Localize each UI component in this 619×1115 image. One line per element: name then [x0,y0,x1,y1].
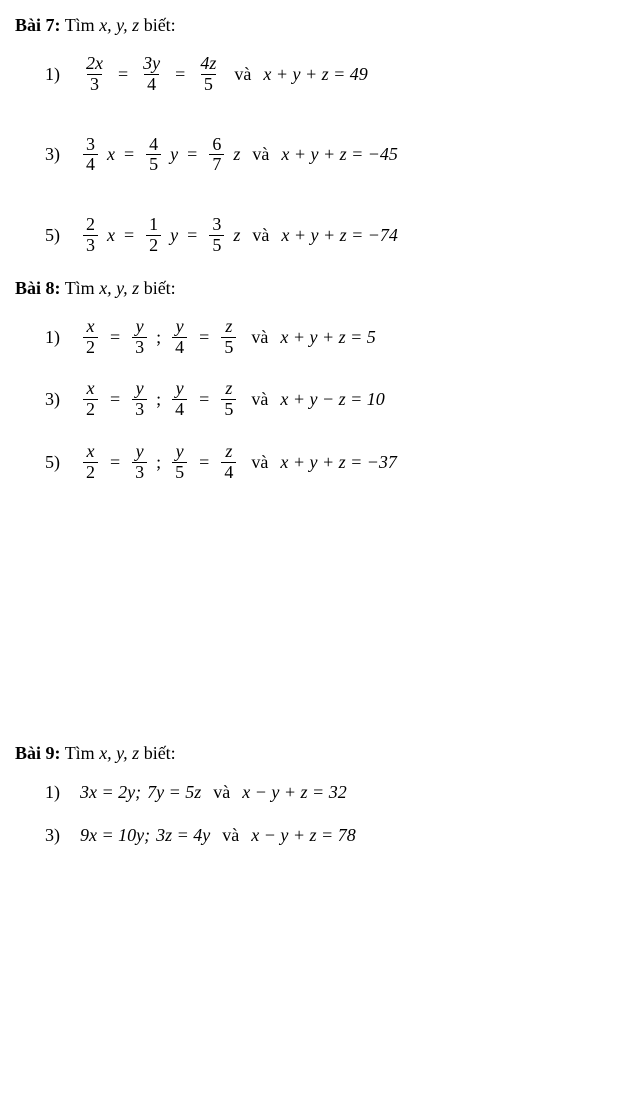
equals: = [199,389,209,410]
equals: = [124,144,134,165]
fraction: 34 [83,135,98,176]
equation: 9x = 10y; [80,825,150,846]
problem-8-1: 1) x2 = y3; y4 = z5 và x + y + z = 5 [45,317,604,358]
math-content: x2 = y3; y4 = z5 và x + y + z = 5 [80,317,376,358]
semicolon: ; [156,327,161,348]
equals: = [110,389,120,410]
fraction: 45 [146,135,161,176]
text-va: và [213,782,230,803]
equals: = [187,144,197,165]
problem-number: 3) [45,144,80,165]
fraction: y4 [172,317,187,358]
problem-number: 1) [45,327,80,348]
fraction: 3y4 [140,54,163,95]
equals: = [110,452,120,473]
text-va: và [252,144,269,165]
title-end: biết: [139,15,176,35]
problem-8-5: 5) x2 = y3; y5 = z4 và x + y + z = −37 [45,442,604,483]
equation: x + y + z = −74 [281,225,398,246]
equation: 3z = 4y [156,825,210,846]
fraction: 4z5 [197,54,219,95]
text-va: và [222,825,239,846]
fraction: 23 [83,215,98,256]
fraction: z5 [221,317,236,358]
problem-number: 1) [45,782,80,803]
title-rest: Tìm [61,743,100,763]
math-content: x2 = y3; y4 = z5 và x + y − z = 10 [80,379,385,420]
problem-9-3: 3) 9x = 10y; 3z = 4y và x − y + z = 78 [45,825,604,846]
equals: = [110,327,120,348]
problem-number: 3) [45,825,80,846]
problem-7-3: 3) 34x = 45y = 67z và x + y + z = −45 [45,135,604,176]
semicolon: ; [156,452,161,473]
text-va: và [252,225,269,246]
fraction: z4 [221,442,236,483]
text-va: và [251,452,268,473]
title-vars: x, y, z [99,15,139,35]
fraction: y3 [132,379,147,420]
fraction: y3 [132,317,147,358]
title-end: biết: [139,743,176,763]
problem-8-3: 3) x2 = y3; y4 = z5 và x + y − z = 10 [45,379,604,420]
equation: x + y + z = −37 [280,452,397,473]
math-content: 3x = 2y; 7y = 5z và x − y + z = 32 [80,782,347,803]
exercise-9-title: Bài 9: Tìm x, y, z biết: [15,743,604,764]
title-rest: Tìm [61,15,100,35]
title-bold: Bài 9: [15,743,61,763]
equals: = [199,452,209,473]
title-vars: x, y, z [99,743,139,763]
semicolon: ; [156,389,161,410]
fraction: y4 [172,379,187,420]
problem-number: 5) [45,225,80,246]
math-content: x2 = y3; y5 = z4 và x + y + z = −37 [80,442,397,483]
text-va: và [251,389,268,410]
problem-number: 3) [45,389,80,410]
title-vars: x, y, z [99,278,139,298]
equation: x + y − z = 10 [280,389,384,410]
fraction: z5 [221,379,236,420]
title-end: biết: [139,278,176,298]
problem-number: 5) [45,452,80,473]
equals: = [118,64,128,85]
equation: 3x = 2y; [80,782,141,803]
equals: = [124,225,134,246]
equals: = [175,64,185,85]
problem-9-1: 1) 3x = 2y; 7y = 5z và x − y + z = 32 [45,782,604,803]
math-content: 34x = 45y = 67z và x + y + z = −45 [80,135,398,176]
fraction: y5 [172,442,187,483]
fraction: 12 [146,215,161,256]
fraction: y3 [132,442,147,483]
title-rest: Tìm [61,278,100,298]
math-content: 2x3 = 3y4 = 4z5 và x + y + z = 49 [80,54,368,95]
exercise-8-title: Bài 8: Tìm x, y, z biết: [15,278,604,299]
problem-7-1: 1) 2x3 = 3y4 = 4z5 và x + y + z = 49 [45,54,604,95]
fraction: x2 [83,317,98,358]
title-bold: Bài 7: [15,15,61,35]
problem-number: 1) [45,64,80,85]
exercise-7: Bài 7: Tìm x, y, z biết: 1) 2x3 = 3y4 = … [15,15,604,256]
equation: x + y + z = 49 [263,64,367,85]
equation: 7y = 5z [147,782,201,803]
fraction: 2x3 [83,54,106,95]
equation: x + y + z = 5 [280,327,375,348]
equation: x − y + z = 32 [242,782,346,803]
math-content: 23x = 12y = 35z và x + y + z = −74 [80,215,398,256]
math-content: 9x = 10y; 3z = 4y và x − y + z = 78 [80,825,356,846]
exercise-7-title: Bài 7: Tìm x, y, z biết: [15,15,604,36]
title-bold: Bài 8: [15,278,61,298]
fraction: x2 [83,379,98,420]
problem-7-5: 5) 23x = 12y = 35z và x + y + z = −74 [45,215,604,256]
exercise-9: Bài 9: Tìm x, y, z biết: 1) 3x = 2y; 7y … [15,743,604,846]
equation: x − y + z = 78 [251,825,355,846]
equals: = [187,225,197,246]
equals: = [199,327,209,348]
text-va: và [234,64,251,85]
text-va: và [251,327,268,348]
fraction: x2 [83,442,98,483]
fraction: 35 [209,215,224,256]
exercise-8: Bài 8: Tìm x, y, z biết: 1) x2 = y3; y4 … [15,278,604,483]
fraction: 67 [209,135,224,176]
equation: x + y + z = −45 [281,144,398,165]
